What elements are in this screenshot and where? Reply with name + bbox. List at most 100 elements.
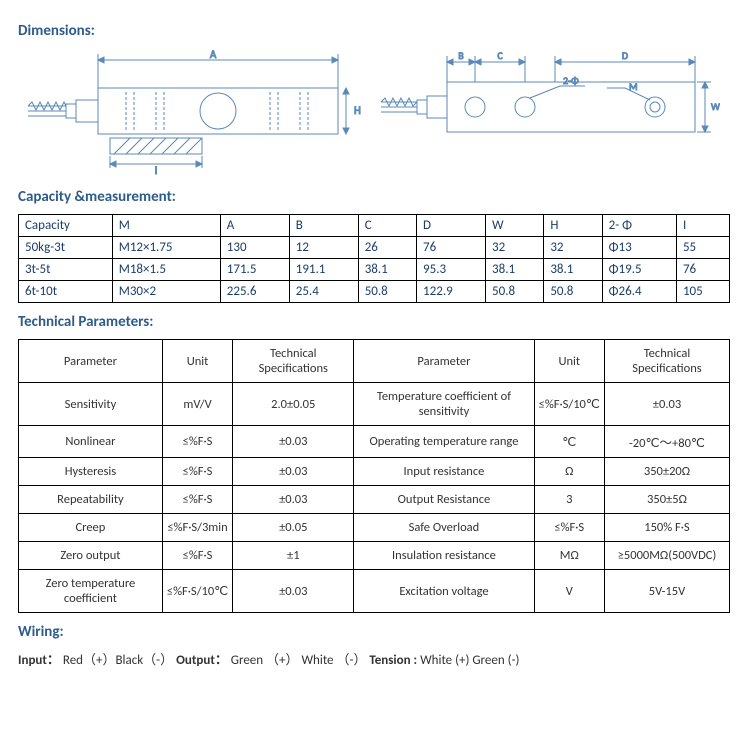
params-cell: ±0.03 xyxy=(604,383,729,426)
table-row: 50kg-3tM12×1.751301226763232Φ1355 xyxy=(19,237,730,259)
params-cell: Temperature coefficient of sensitivity xyxy=(354,383,534,426)
capacity-cell: 76 xyxy=(676,259,729,281)
capacity-cell: 122.9 xyxy=(417,281,486,303)
params-cell: 2.0±0.05 xyxy=(233,383,354,426)
heading-params: Technical Parameters: xyxy=(18,313,730,331)
params-cell: Hysteresis xyxy=(19,458,163,486)
diagram-right: B C D 2-Φ M xyxy=(375,48,720,178)
params-cell: Excitation voltage xyxy=(354,570,534,613)
params-cell: ±0.03 xyxy=(233,458,354,486)
diagram-left: A xyxy=(18,48,363,178)
wiring-tension-text: White (+) Green (-) xyxy=(420,653,519,668)
params-cell: -20℃～+80℃ xyxy=(604,426,729,458)
capacity-cell: 25.4 xyxy=(289,281,358,303)
table-row: Zero temperature coefficient≤%F·S/10℃±0.… xyxy=(19,570,730,613)
capacity-cell: 76 xyxy=(417,237,486,259)
capacity-header-cell: D xyxy=(417,215,486,237)
capacity-cell: 32 xyxy=(486,237,544,259)
capacity-cell: 3t-5t xyxy=(19,259,113,281)
capacity-header-cell: 2- Φ xyxy=(602,215,676,237)
label-M: M xyxy=(629,80,638,93)
wiring-line: Input： Red（+）Black（-） Output： Green （+） … xyxy=(18,649,730,668)
params-cell: 350±20Ω xyxy=(604,458,729,486)
params-cell: 3 xyxy=(534,486,604,514)
table-row: Creep≤%F·S/3min±0.05Safe Overload≤%F·S15… xyxy=(19,514,730,542)
capacity-cell: 50.8 xyxy=(358,281,416,303)
params-cell: Input resistance xyxy=(354,458,534,486)
table-row: 3t-5tM18×1.5171.5191.138.195.338.138.1Φ1… xyxy=(19,259,730,281)
label-H: H xyxy=(354,104,361,117)
params-cell: ≤%F·S/10℃ xyxy=(534,383,604,426)
capacity-cell: 38.1 xyxy=(358,259,416,281)
label-A: A xyxy=(210,48,217,61)
capacity-cell: 38.1 xyxy=(544,259,602,281)
params-cell: Ω xyxy=(534,458,604,486)
capacity-cell: M18×1.5 xyxy=(112,259,220,281)
params-cell: 150% F·S xyxy=(604,514,729,542)
params-header-cell: Unit xyxy=(534,340,604,383)
capacity-header-cell: A xyxy=(220,215,289,237)
params-cell: ≤%F·S xyxy=(162,458,232,486)
params-header-cell: Parameter xyxy=(354,340,534,383)
capacity-cell: 225.6 xyxy=(220,281,289,303)
diagrams-row: A xyxy=(18,48,730,178)
capacity-cell: 38.1 xyxy=(486,259,544,281)
capacity-header-cell: W xyxy=(486,215,544,237)
heading-dimensions: Dimensions: xyxy=(18,22,730,40)
capacity-header-cell: B xyxy=(289,215,358,237)
params-cell: ≤%F·S/3min xyxy=(162,514,232,542)
capacity-cell: Φ26.4 xyxy=(602,281,676,303)
heading-capacity: Capacity &measurement: xyxy=(18,188,730,206)
wiring-output-text: Green （+） White （-） xyxy=(231,653,367,668)
capacity-cell: 171.5 xyxy=(220,259,289,281)
label-2phi: 2-Φ xyxy=(563,74,579,87)
params-cell: 350±5Ω xyxy=(604,486,729,514)
table-row: SensitivitymV/V2.0±0.05Temperature coeff… xyxy=(19,383,730,426)
params-cell: ≤%F·S/10℃ xyxy=(162,570,232,613)
params-cell: ≤%F·S xyxy=(162,426,232,458)
capacity-header-cell: Capacity xyxy=(19,215,113,237)
table-row: Repeatability≤%F·S±0.03Output Resistance… xyxy=(19,486,730,514)
table-row: Zero output≤%F·S±1Insulation resistanceM… xyxy=(19,542,730,570)
params-cell: ±0.03 xyxy=(233,570,354,613)
params-cell: Creep xyxy=(19,514,163,542)
table-row: Nonlinear≤%F·S±0.03Operating temperature… xyxy=(19,426,730,458)
params-cell: ℃ xyxy=(534,426,604,458)
capacity-header-cell: I xyxy=(676,215,729,237)
params-cell: ≥5000MΩ(500VDC) xyxy=(604,542,729,570)
params-header-cell: Technical Specifications xyxy=(233,340,354,383)
capacity-cell: M12×1.75 xyxy=(112,237,220,259)
params-cell: Repeatability xyxy=(19,486,163,514)
capacity-cell: 130 xyxy=(220,237,289,259)
capacity-cell: 55 xyxy=(676,237,729,259)
params-header-cell: Parameter xyxy=(19,340,163,383)
capacity-cell: M30×2 xyxy=(112,281,220,303)
wiring-input-text: Red（+）Black（-） xyxy=(63,653,173,668)
params-cell: Output Resistance xyxy=(354,486,534,514)
params-cell: ≤%F·S xyxy=(162,486,232,514)
params-cell: Safe Overload xyxy=(354,514,534,542)
capacity-cell: 50.8 xyxy=(486,281,544,303)
capacity-cell: 191.1 xyxy=(289,259,358,281)
label-W: W xyxy=(711,100,720,113)
capacity-table: CapacityMABCDWH2- ΦI 50kg-3tM12×1.751301… xyxy=(18,214,730,303)
label-D: D xyxy=(622,49,628,62)
wiring-output-label: Output： xyxy=(176,653,228,668)
params-cell: Insulation resistance xyxy=(354,542,534,570)
capacity-cell: Φ13 xyxy=(602,237,676,259)
capacity-cell: Φ19.5 xyxy=(602,259,676,281)
params-cell: Zero temperature coefficient xyxy=(19,570,163,613)
wiring-input-label: Input： xyxy=(18,653,60,668)
params-cell: Sensitivity xyxy=(19,383,163,426)
label-C: C xyxy=(497,49,503,62)
params-cell: ±0.05 xyxy=(233,514,354,542)
label-B: B xyxy=(458,49,464,62)
params-cell: ±0.03 xyxy=(233,426,354,458)
capacity-cell: 32 xyxy=(544,237,602,259)
params-cell: mV/V xyxy=(162,383,232,426)
params-table: ParameterUnitTechnical SpecificationsPar… xyxy=(18,339,730,613)
capacity-cell: 12 xyxy=(289,237,358,259)
params-cell: Operating temperature range xyxy=(354,426,534,458)
params-header-cell: Technical Specifications xyxy=(604,340,729,383)
capacity-cell: 26 xyxy=(358,237,416,259)
